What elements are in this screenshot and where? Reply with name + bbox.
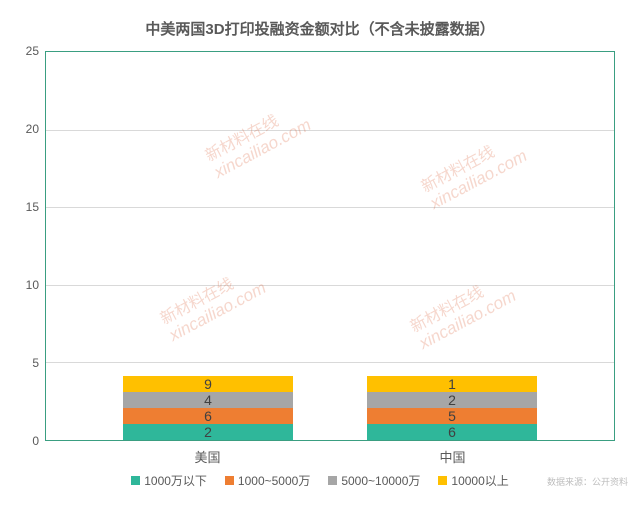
y-tick: 0 <box>32 434 39 448</box>
legend-item: 1000~5000万 <box>225 472 310 489</box>
y-tick: 15 <box>26 200 39 214</box>
legend-swatch <box>438 476 447 485</box>
y-tick: 25 <box>26 44 39 58</box>
bar-segment: 9 <box>123 376 293 392</box>
legend-label: 1000万以下 <box>144 472 207 489</box>
bar-segment: 2 <box>367 392 537 408</box>
bar-group: 6521 <box>367 376 537 440</box>
legend-swatch <box>131 476 140 485</box>
plot-area: 0510152025 26496521 新材料在线xincailiao.com新… <box>45 51 615 441</box>
bar-segment: 6 <box>367 424 537 440</box>
chart-title: 中美两国3D打印投融资金额对比（不含未披露数据） <box>15 18 625 39</box>
bars-area: 26496521 <box>46 52 614 440</box>
bar-segment: 5 <box>367 408 537 424</box>
plot-inner: 26496521 新材料在线xincailiao.com新材料在线xincail… <box>45 51 615 441</box>
legend-item: 1000万以下 <box>131 472 207 489</box>
chart-container: 中美两国3D打印投融资金额对比（不含未披露数据） 0510152025 2649… <box>0 0 640 508</box>
legend-label: 10000以上 <box>451 472 508 489</box>
bar-group: 2649 <box>123 376 293 440</box>
x-label: 美国 <box>123 447 293 466</box>
legend-swatch <box>328 476 337 485</box>
legend-swatch <box>225 476 234 485</box>
legend-item: 10000以上 <box>438 472 508 489</box>
x-label: 中国 <box>368 447 538 466</box>
y-axis: 0510152025 <box>17 51 43 441</box>
legend-label: 1000~5000万 <box>238 472 310 489</box>
y-tick: 5 <box>32 356 39 370</box>
legend-item: 5000~10000万 <box>328 472 420 489</box>
legend: 1000万以下 1000~5000万 5000~10000万 10000以上 <box>15 472 625 489</box>
y-tick: 10 <box>26 278 39 292</box>
y-tick: 20 <box>26 122 39 136</box>
bar-segment: 1 <box>367 376 537 392</box>
bar-segment: 2 <box>123 424 293 440</box>
x-axis-labels: 美国 中国 <box>45 441 615 466</box>
bar-segment: 4 <box>123 392 293 408</box>
bar-segment: 6 <box>123 408 293 424</box>
legend-label: 5000~10000万 <box>341 472 420 489</box>
source-note: 数据来源：公开资料 <box>547 475 628 488</box>
